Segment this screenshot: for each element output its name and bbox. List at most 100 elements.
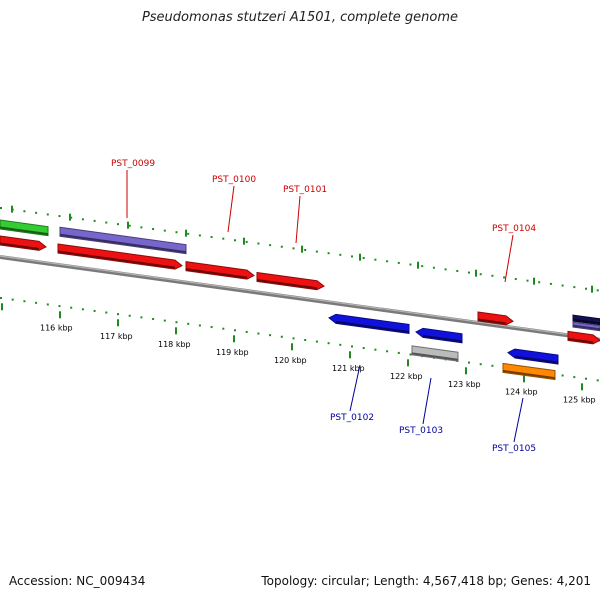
lower-tick-row-dot [0,297,2,299]
lower-tick-row-dot [585,377,587,380]
lower-tick-row-dot [210,326,213,329]
upper-tick-row-dot [23,210,26,213]
leader-line-PST_0102 [349,364,361,412]
lower-tick-row-dot [397,351,400,354]
scale-label-123-kbp: 123 kbp [448,380,481,389]
upper-tick-row-dot [46,213,49,216]
upper-tick-row-dot [315,250,318,253]
upper-tick-row-dot [374,258,377,261]
gene-red-left-edge-arrow [0,235,47,251]
backbone-line [0,255,600,342]
upper-tick-row-dot [503,276,506,279]
gene-purple-edge [572,321,600,332]
lower-tick-row-dot [351,345,353,348]
lower-tick-row-dot [128,314,131,317]
upper-tick-row-dot [269,244,272,247]
lower-tick-row-dot [280,335,283,338]
upper-tick-row-dot [561,284,564,287]
gene-PST_0102 [328,313,410,335]
genome-summary-text: Topology: circular; Length: 4,567,418 bp… [261,574,591,588]
upper-tick-row-dot [514,278,517,281]
gene-PST_0100 [185,261,255,280]
backbone-highlight [0,255,600,340]
lower-tick-row-dot [140,316,143,319]
lower-tick-row-dot [269,334,272,337]
upper-tick-row-dot [432,266,435,269]
upper-tick-row-dot [58,215,61,218]
gene-label-PST_0103: PST_0103 [399,426,443,436]
upper-tick-row-dot [362,257,365,260]
lower-tick-row-dot [11,298,14,301]
gene-red-right-edge [567,330,600,345]
upper-tick-row-dot [93,219,96,222]
scale-label-125-kbp: 125 kbp [563,396,596,405]
lower-tick-row-dot [304,338,307,341]
lower-tick-row-dot [23,300,26,303]
gene-PST_0105 [502,362,556,381]
lower-tick-row-dot [175,321,178,324]
scale-label-119-kbp: 119 kbp [216,348,249,357]
upper-tick-row-dot [105,221,108,224]
scale-label-118-kbp: 118 kbp [158,340,191,349]
leader-line-PST_0104 [504,234,514,283]
upper-tick-row-dot [585,287,587,290]
upper-tick-row-dot [187,232,190,235]
gene-PST_0104 [477,311,514,326]
upper-tick-row-dot [444,268,447,271]
upper-tick-row-dot [468,271,470,274]
lower-tick-row-dot [198,324,201,327]
lower-tick-row-dot [292,337,295,340]
gene-red-left-edge-shadow [0,242,40,250]
upper-tick-row-dot [292,247,295,250]
upper-tick-row-dot [421,265,424,268]
map-title: Pseudomonas stutzeri A1501, complete gen… [141,10,459,25]
upper-tick-row-dot [351,255,353,258]
gene-PST_0099-purple-shadow [59,233,187,254]
gene-red-forward-1-shadow [57,250,176,269]
upper-tick-row-dot [549,282,552,285]
lower-tick-row-dot [315,340,318,343]
gene-PST_0105-shadow [502,369,556,380]
lower-tick-row-dot [70,306,73,309]
lower-tick-row-dot [409,353,412,356]
upper-tick-row-dot [35,211,38,214]
scale-label-122-kbp: 122 kbp [390,372,423,381]
gene-PST_0102-shadow [335,320,410,333]
upper-tick-row-dot [210,236,213,239]
upper-tick-row-dot [0,207,2,209]
lower-tick-row-dot [339,343,342,346]
gene-PST_0100-shadow [185,268,248,279]
upper-tick-row-dot [140,226,143,229]
leader-line-PST_0103 [422,377,432,425]
lower-tick-row-dot [596,379,599,382]
gene-label-PST_0102: PST_0102 [330,413,374,423]
gene-blue-reverse-shadow [514,355,559,364]
gene-green-forward [0,219,49,237]
gene-PST_0101-shadow [256,278,318,290]
upper-tick-row-dot [479,273,482,276]
lower-tick-row-dot [35,301,38,304]
upper-tick-row-dot [339,253,342,256]
gene-PST_0101 [256,271,325,291]
gene-navy-edge [572,314,600,326]
upper-tick-row-dot [456,269,459,272]
gene-red-forward-1 [57,243,183,270]
scale-label-121-kbp: 121 kbp [332,364,365,373]
upper-tick-row-dot [222,237,225,240]
gene-navy-edge-shadow [572,318,600,325]
gene-red-right-edge-shadow [567,337,594,344]
upper-tick-row-dot [397,261,400,264]
upper-tick-row-dot [117,223,119,226]
lower-tick-row-dot [573,376,576,379]
lower-tick-row-dot [187,322,190,325]
gene-blue-reverse [507,348,559,365]
upper-tick-row-dot [257,242,260,245]
gene-PST_0103-gray [411,345,459,362]
lower-tick-row-dot [152,317,155,320]
lower-tick-row-dot [234,329,236,332]
leader-line-PST_0100 [227,185,235,233]
gene-label-PST_0101: PST_0101 [283,185,327,195]
upper-tick-row-dot [304,248,307,251]
lower-tick-row-dot [105,311,108,314]
